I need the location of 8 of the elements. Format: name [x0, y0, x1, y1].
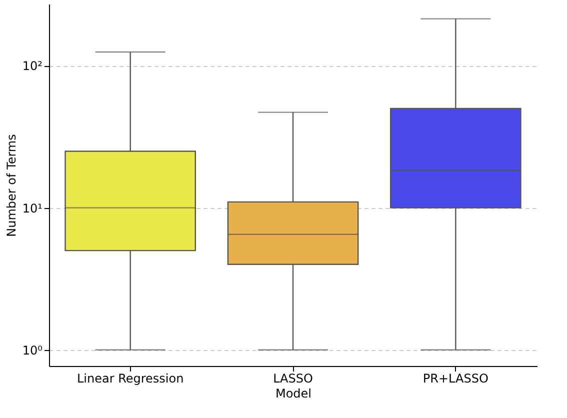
x-tick-label: Linear Regression [76, 372, 184, 386]
y-tick-label: 10⁰ [22, 343, 43, 358]
x-tick-label: LASSO [273, 372, 313, 386]
x-axis-title: Model [275, 386, 312, 400]
y-axis-title: Number of Terms [4, 134, 18, 237]
x-tick-label: PR+LASSO [422, 372, 488, 386]
y-tick-label: 10² [22, 59, 43, 74]
y-tick-label: 10¹ [22, 201, 43, 216]
